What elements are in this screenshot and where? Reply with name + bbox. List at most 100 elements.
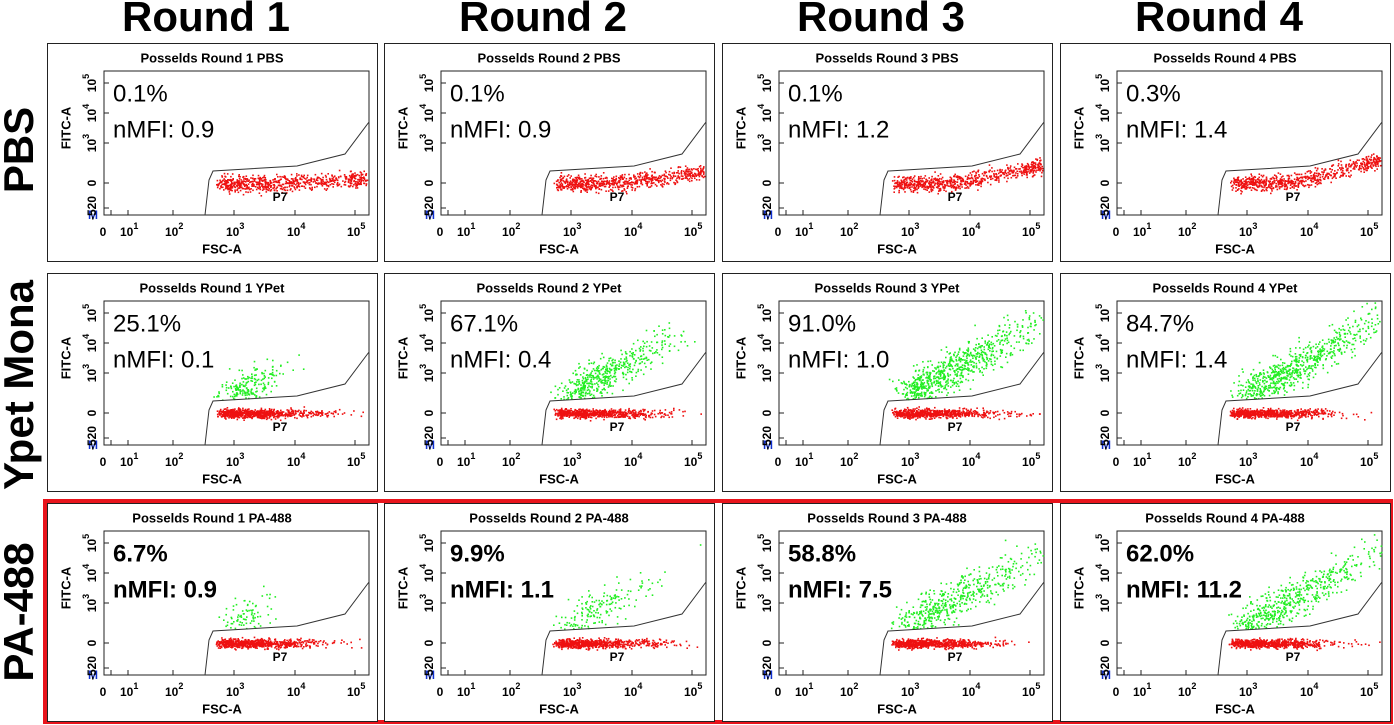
green-dot [661, 329, 664, 331]
red-dot [896, 185, 899, 187]
red-dot [293, 187, 296, 189]
green-dot [255, 391, 257, 393]
red-dot [1036, 166, 1038, 169]
red-dot [216, 413, 219, 416]
red-dot [353, 410, 355, 412]
red-dot [594, 175, 596, 177]
red-dot [917, 178, 920, 181]
red-dot [609, 182, 611, 185]
red-dot [1293, 187, 1295, 189]
red-dot [250, 177, 252, 179]
red-dot [899, 187, 901, 189]
green-dot [612, 358, 614, 361]
red-dot [1266, 189, 1268, 192]
red-dot [231, 412, 234, 414]
red-dot [626, 181, 628, 184]
red-dot [1345, 175, 1347, 177]
red-dot [983, 171, 986, 173]
red-dot [617, 414, 619, 417]
tick-label: 105 [684, 221, 702, 239]
red-dot [668, 416, 670, 419]
red-dot [693, 175, 696, 178]
red-dot [918, 185, 920, 188]
red-dot [973, 179, 975, 182]
marker-label: M [763, 208, 773, 222]
green-dot [261, 371, 263, 374]
red-dot [1270, 177, 1273, 180]
tick-exponent: 1 [133, 221, 138, 231]
red-dot [240, 410, 243, 413]
red-dot [650, 185, 653, 187]
red-dot [1034, 167, 1037, 170]
red-dot [567, 174, 570, 176]
red-dot [667, 414, 669, 416]
red-dot [900, 182, 903, 184]
red-dot [255, 414, 258, 417]
red-dot [585, 409, 588, 411]
green-dot [630, 371, 633, 374]
red-dot [1286, 188, 1288, 190]
red-dot [267, 410, 269, 413]
red-dot [310, 178, 313, 181]
red-dot [253, 178, 256, 180]
red-dot [226, 415, 229, 418]
red-dot [689, 170, 691, 172]
red-dot [235, 415, 237, 418]
red-dot [574, 414, 577, 417]
red-dot [229, 187, 232, 189]
red-dot [1301, 176, 1303, 178]
red-dot [686, 175, 688, 177]
red-dot [312, 412, 315, 414]
red-dot [1233, 178, 1236, 181]
green-dot [569, 391, 572, 393]
red-dot [225, 412, 227, 414]
red-dot [234, 408, 236, 410]
red-dot [599, 415, 601, 417]
red-dot [934, 177, 937, 180]
red-dot [222, 186, 224, 189]
green-dot [253, 377, 256, 380]
red-dot [289, 189, 292, 191]
green-dot [631, 348, 633, 350]
red-dot [1240, 183, 1243, 186]
red-dot [356, 187, 359, 189]
red-dot [680, 171, 683, 173]
green-dot [246, 392, 249, 394]
red-dot [570, 413, 572, 416]
red-dot [702, 167, 705, 169]
red-dot [577, 174, 580, 177]
red-dot [325, 181, 328, 184]
tick-label: 0 [85, 409, 99, 416]
red-dot [311, 188, 313, 190]
y-tick-group: 105 [81, 74, 99, 92]
red-dot [286, 409, 288, 411]
red-dot [621, 185, 623, 188]
red-dot [911, 178, 914, 180]
red-dot [993, 174, 995, 176]
panel-frame [47, 43, 378, 262]
red-dot [923, 181, 925, 184]
red-dot [309, 188, 312, 190]
red-dot [1308, 186, 1310, 189]
green-dot [601, 392, 603, 395]
tick-exponent: 3 [914, 221, 919, 231]
red-dot [235, 411, 237, 414]
green-dot [582, 384, 585, 386]
red-dot [653, 409, 656, 412]
red-dot [1240, 182, 1242, 184]
green-dot [225, 381, 228, 383]
red-dot [1287, 181, 1290, 184]
red-dot [975, 184, 977, 186]
red-dot [653, 176, 655, 178]
red-dot [918, 176, 920, 178]
red-dot [318, 177, 320, 179]
red-dot [1272, 187, 1275, 189]
red-dot [263, 188, 265, 190]
red-dot [1284, 181, 1286, 183]
green-dot [609, 381, 611, 383]
tick-base: 10 [840, 225, 854, 239]
green-dot [622, 365, 624, 367]
red-dot [1029, 170, 1032, 173]
green-dot [585, 391, 587, 394]
red-dot [624, 173, 626, 176]
